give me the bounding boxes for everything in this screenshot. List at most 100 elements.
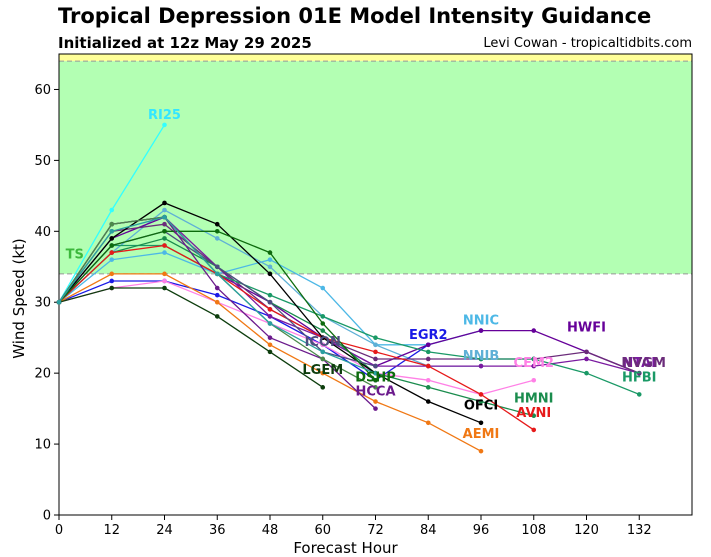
series-line-avni — [58, 244, 535, 431]
series-point-hcca — [214, 285, 220, 291]
series-line-lgem — [58, 287, 324, 388]
series-point-unlabeled-18 — [373, 370, 378, 376]
series-point-egr2 — [214, 292, 220, 298]
intensity-band-1 — [59, 54, 692, 62]
x-tick-label: 24 — [156, 523, 173, 538]
series-point-nvgm — [425, 356, 431, 362]
series-point-avni — [531, 427, 537, 433]
series-point-ntai — [584, 356, 589, 362]
series-point-egr2 — [109, 278, 115, 284]
series-point-unlabeled-18 — [214, 271, 220, 277]
x-tick-label: 96 — [473, 523, 490, 538]
series-line-cem2 — [58, 280, 534, 396]
x-tick-label: 108 — [521, 523, 546, 538]
series-point-aemi — [320, 370, 326, 376]
series-point-cem2 — [320, 342, 326, 348]
x-tick-label: 48 — [262, 523, 279, 538]
y-tick-label: 60 — [34, 83, 51, 98]
series-point-nvgm — [162, 221, 167, 227]
series-point-avni — [109, 250, 115, 255]
series-point-lgem — [320, 385, 326, 390]
series-point-aemi — [478, 448, 484, 454]
series-point-aemi — [373, 399, 378, 404]
series-point-dshp — [320, 321, 326, 326]
y-tick-label: 10 — [34, 438, 51, 453]
series-label-hwfi: HWFI — [567, 321, 606, 336]
series-point-hwfi — [425, 342, 431, 348]
chart-subtitle: Initialized at 12z May 29 2025 — [58, 34, 312, 52]
series-point-icon — [373, 363, 378, 369]
series-point-nvgm — [373, 356, 378, 362]
series-label-hmni: HMNI — [514, 392, 554, 407]
series-point-dshp — [162, 229, 167, 234]
series-line-hmni — [58, 237, 534, 417]
series-point-unlabeled-17 — [373, 385, 378, 390]
series-point-hfbi — [636, 392, 642, 397]
series-label-avni: AVNI — [516, 406, 551, 421]
series-label-dshp: DSHP — [355, 370, 396, 385]
series-label-nnib: NNIB — [463, 349, 500, 364]
series-point-ntai — [531, 363, 537, 369]
chart-credit: Levi Cowan - tropicaltidbits.com — [483, 36, 692, 51]
series-label-nvgm: NVGM — [621, 356, 666, 371]
series-point-aemi — [109, 271, 115, 277]
series-point-nvgm — [584, 349, 589, 355]
series-label-lgem: LGEM — [302, 363, 343, 378]
series-point-hcca — [373, 406, 378, 411]
series-point-lgem — [214, 314, 220, 319]
series-line-nvgm — [58, 223, 640, 374]
series-point-ntai — [267, 314, 273, 319]
series-point-hfbi — [531, 356, 537, 362]
series-point-nnib — [162, 207, 167, 213]
series-point-dshp — [373, 377, 378, 383]
y-tick-label: 0 — [43, 509, 51, 524]
series-point-nnib — [214, 236, 220, 241]
series-point-dshp — [267, 250, 273, 255]
series-label-hcca: HCCA — [355, 385, 395, 400]
series-point-cem2 — [531, 377, 537, 383]
series-point-hwfi — [531, 328, 537, 333]
series-label-egr2: EGR2 — [409, 328, 448, 343]
series-point-cem2 — [425, 377, 431, 383]
series-point-dshp — [214, 229, 220, 234]
series-line-hfbi — [58, 244, 640, 396]
series-point-unlabeled-18 — [162, 214, 167, 220]
series-label-ri25: RI25 — [148, 108, 181, 123]
series-point-ofci — [478, 420, 484, 426]
band-label-ts: TS — [66, 247, 84, 262]
series-point-icon — [214, 264, 220, 270]
series-point-ri25 — [162, 122, 167, 128]
series-label-nnic: NNIC — [463, 314, 499, 329]
series-point-aemi — [162, 271, 167, 277]
series-point-unlabeled-18 — [109, 229, 115, 234]
series-point-avni — [373, 349, 378, 355]
series-label-ntai: NTAI — [622, 356, 656, 371]
series-point-nnic — [320, 285, 326, 291]
series-point-icon — [267, 299, 273, 305]
x-tick-label: 0 — [55, 523, 63, 538]
series-point-nnic — [267, 257, 273, 262]
x-tick-label: 72 — [367, 523, 384, 538]
series-line-egr2 — [58, 280, 429, 381]
series-point-hfbi — [320, 314, 326, 319]
series-point-hmni — [478, 399, 484, 404]
series-point-hfbi — [267, 292, 273, 298]
series-point-ofci — [109, 236, 115, 241]
intensity-band-ts — [59, 61, 692, 274]
series-point-unlabeled-18 — [267, 321, 273, 326]
series-point-unlabeled-17 — [109, 221, 115, 227]
series-label-aemi: AEMI — [463, 427, 500, 442]
chart-title: Tropical Depression 01E Model Intensity … — [58, 4, 652, 28]
series-point-avni — [425, 363, 431, 369]
y-tick-label: 20 — [34, 367, 51, 382]
x-tick-label: 132 — [627, 523, 652, 538]
series-point-cem2 — [162, 278, 167, 284]
series-point-hwfi — [478, 328, 484, 333]
series-point-lgem — [109, 285, 115, 291]
y-tick-label: 30 — [34, 296, 51, 311]
series-label-ofci: OFCI — [464, 399, 498, 414]
x-tick-label: 120 — [574, 523, 599, 538]
x-tick-label: 36 — [209, 523, 226, 538]
series-point-aemi — [214, 299, 220, 305]
